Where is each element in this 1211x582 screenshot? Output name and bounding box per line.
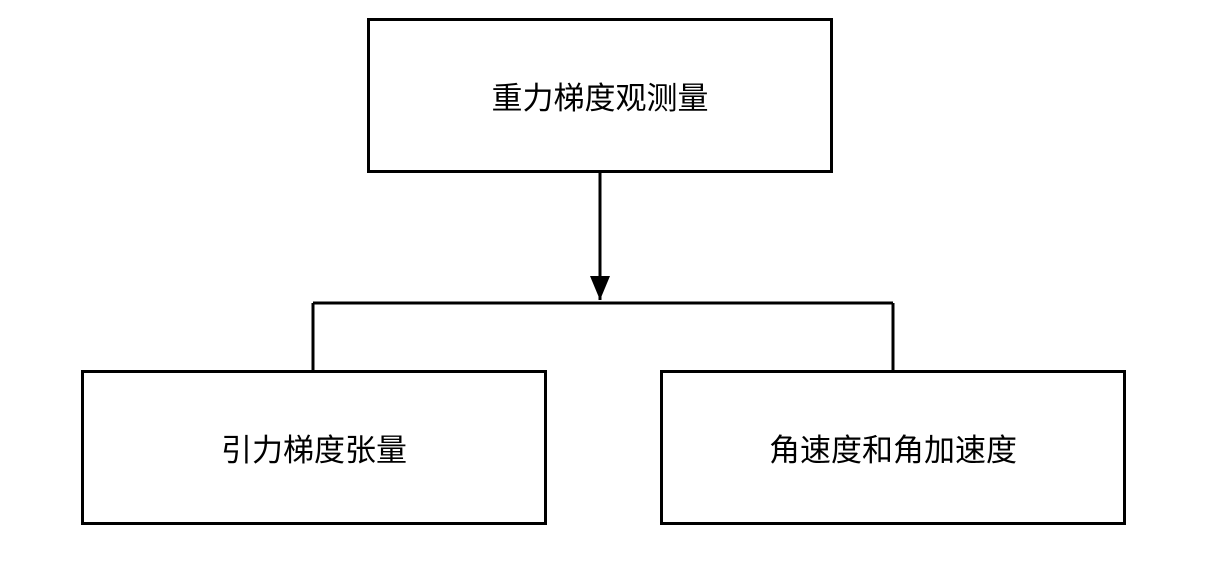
connector-svg bbox=[0, 0, 1211, 582]
arrowhead-0 bbox=[590, 276, 610, 300]
edge-group bbox=[313, 173, 893, 370]
